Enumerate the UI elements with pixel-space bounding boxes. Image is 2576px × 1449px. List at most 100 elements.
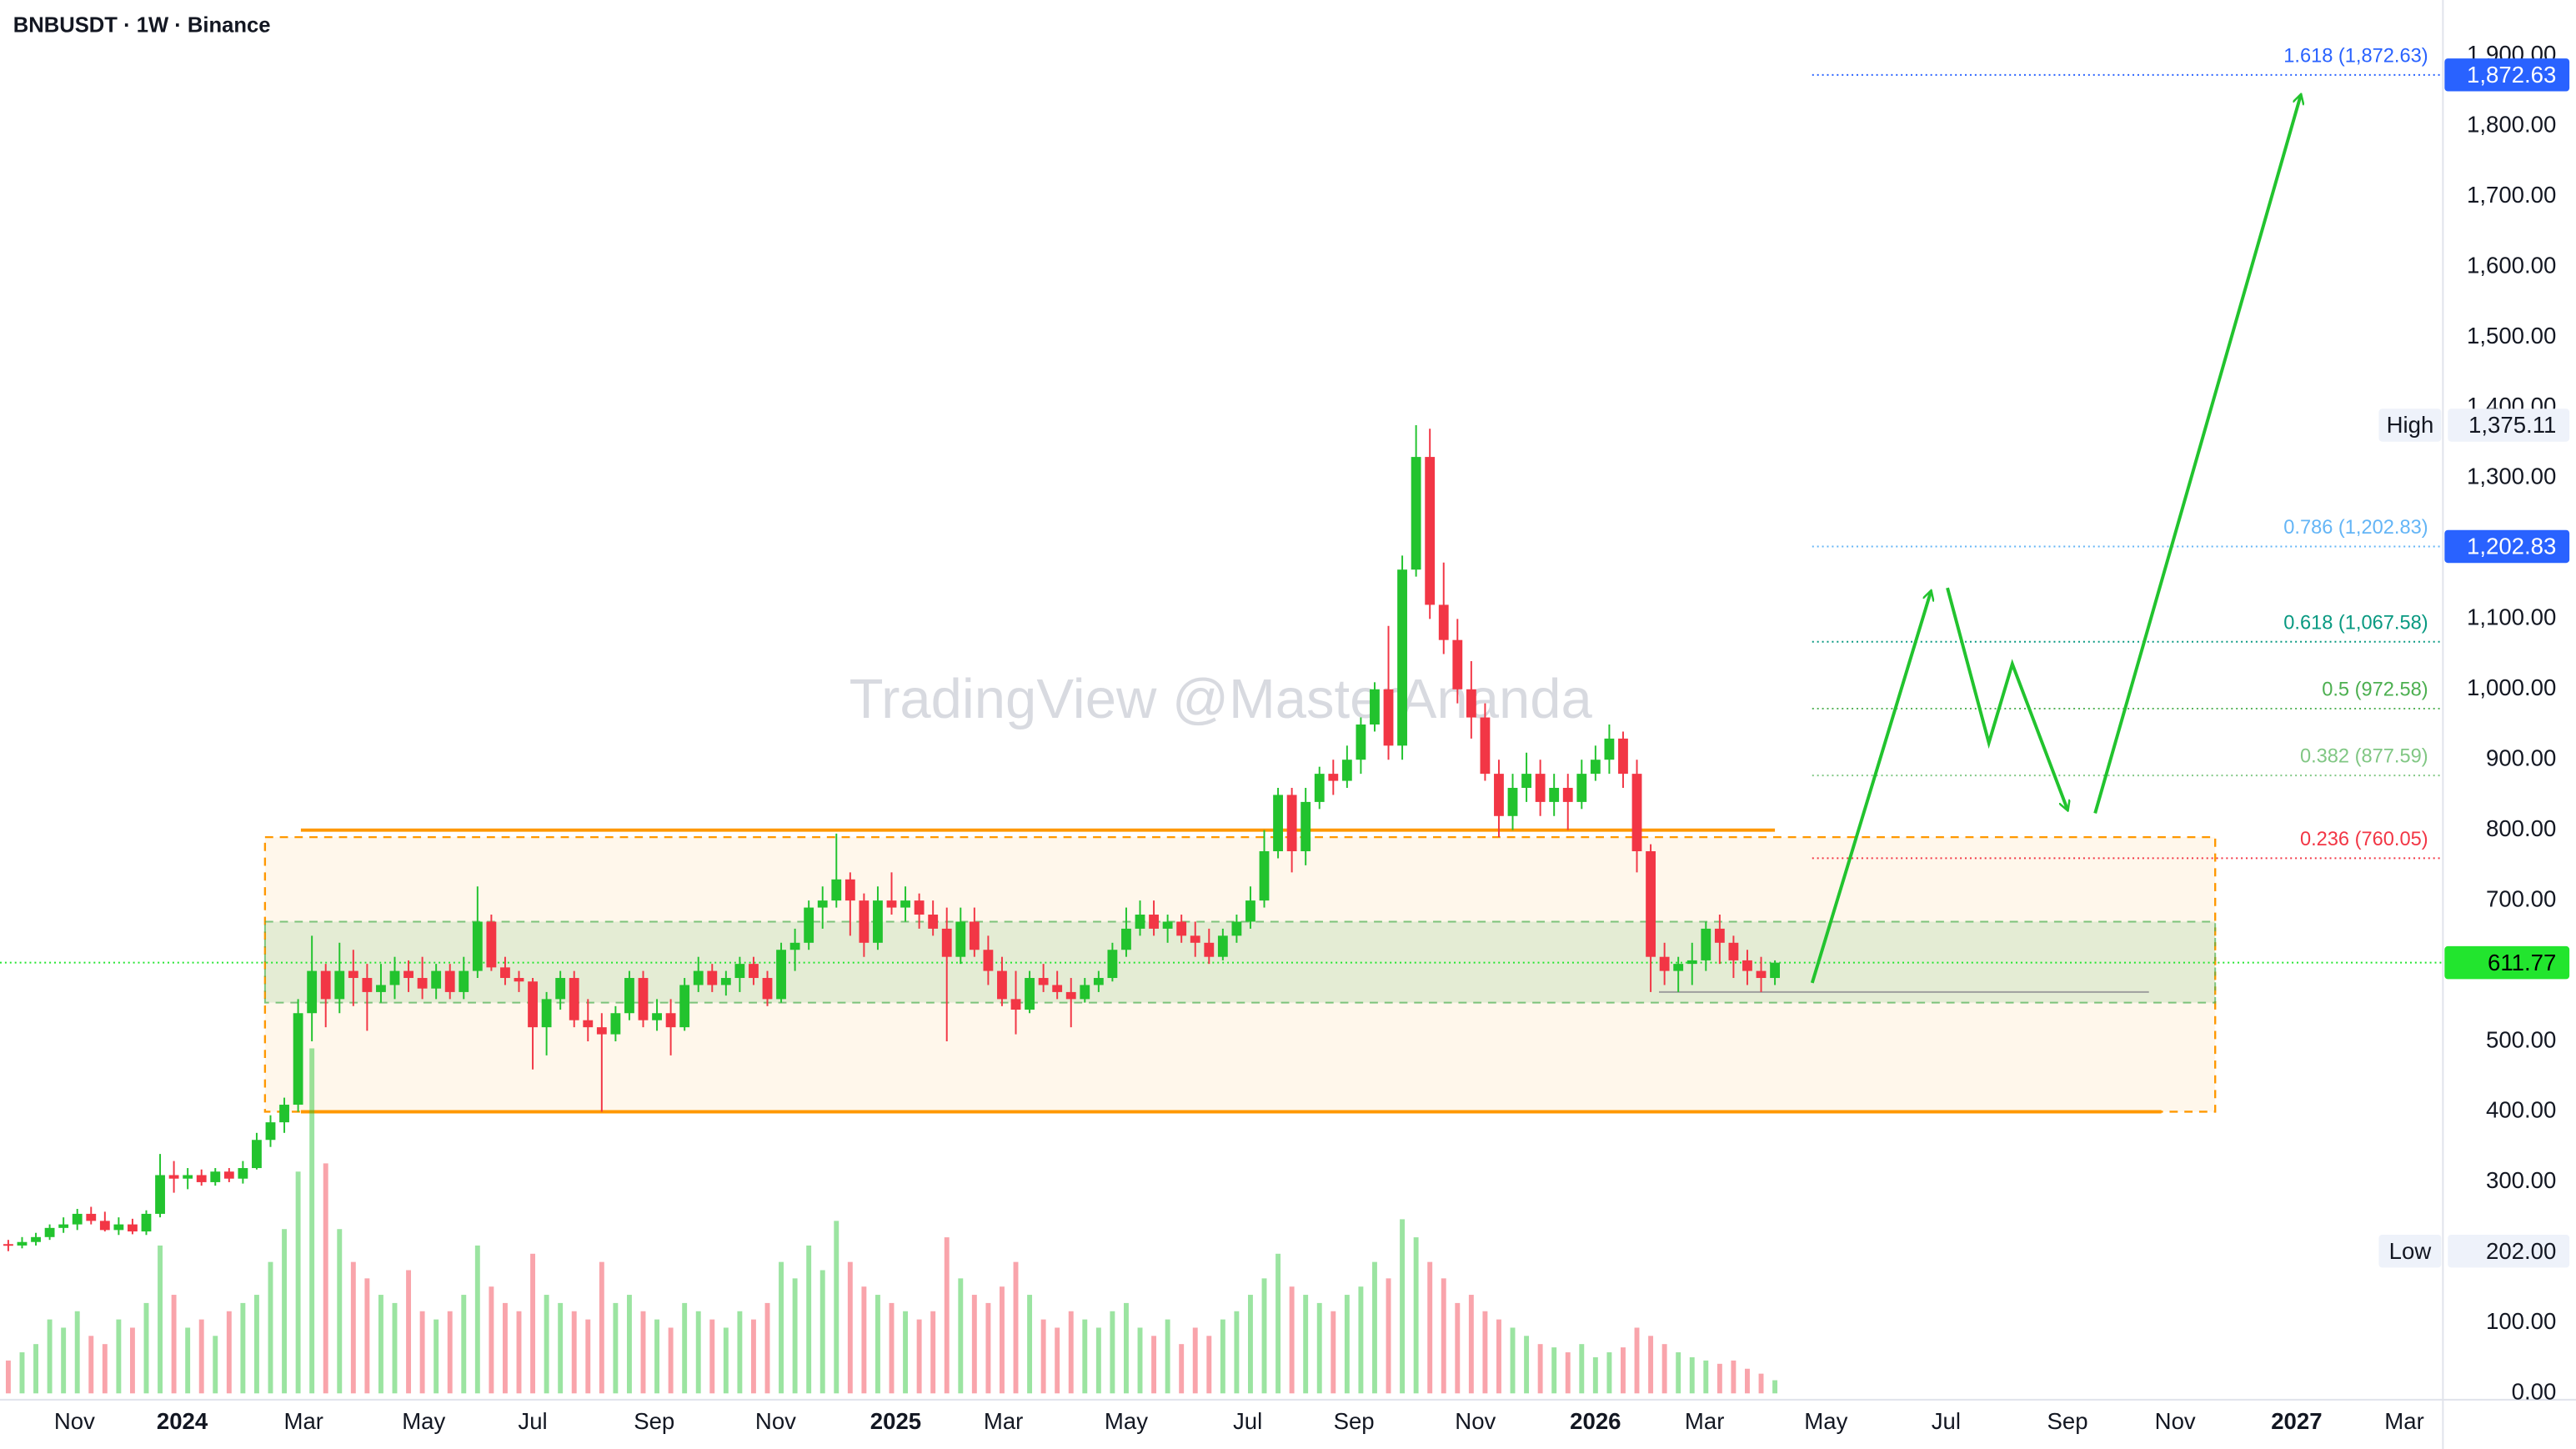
volume-bar [889, 1302, 895, 1394]
candle-body [1686, 960, 1697, 965]
candle-body [1438, 604, 1449, 640]
candle-body [1494, 774, 1504, 816]
candle-body [320, 970, 331, 1000]
volume-bar [88, 1336, 94, 1394]
candle-body [886, 900, 897, 908]
volume-bar [930, 1311, 936, 1394]
volume-bar [958, 1278, 964, 1394]
volume-bar [33, 1344, 39, 1394]
volume-bar [971, 1295, 977, 1394]
candle-body [789, 942, 800, 950]
volume-bar [1482, 1311, 1488, 1394]
x-tick-label: Nov [54, 1408, 95, 1434]
x-tick-label: Jul [518, 1408, 547, 1434]
candle-body [3, 1244, 13, 1246]
volume-bar [695, 1311, 701, 1394]
x-tick-label: 2025 [870, 1408, 921, 1434]
candle-body [17, 1241, 28, 1246]
candle-body [1370, 689, 1380, 724]
candle-body [844, 879, 855, 901]
volume-bar [779, 1261, 784, 1394]
candle-body [1149, 915, 1159, 929]
candle-body [693, 970, 704, 985]
volume-bar [1331, 1311, 1336, 1394]
volume-bar [143, 1302, 149, 1394]
candle-body [1631, 774, 1642, 852]
volume-bar [1068, 1311, 1074, 1394]
volume-bar [240, 1302, 246, 1394]
candle-body [1052, 985, 1063, 992]
candle-body [293, 1013, 303, 1106]
volume-bar [626, 1295, 632, 1394]
candle-body [1080, 985, 1090, 1000]
candle-body [1314, 774, 1325, 802]
price-tag-label: 611.77 [2488, 950, 2556, 975]
x-tick-label: Mar [984, 1408, 1024, 1434]
candle-body [1507, 788, 1518, 816]
volume-bar [253, 1295, 259, 1394]
candle-body [362, 978, 373, 992]
volume-bar [806, 1245, 812, 1394]
candle-body [1466, 689, 1476, 718]
candle-body [900, 900, 910, 908]
candle-body [1383, 689, 1394, 746]
extreme-tag [2448, 1234, 2570, 1268]
volume-bar [819, 1270, 825, 1394]
x-tick-label: May [1105, 1408, 1148, 1434]
y-tick-label: 1,600.00 [2467, 252, 2556, 278]
volume-bar [599, 1261, 604, 1394]
volume-bar [434, 1319, 439, 1394]
candle-body [31, 1236, 41, 1242]
volume-bar [530, 1253, 536, 1394]
volume-bar [999, 1286, 1005, 1394]
candle-body [1328, 774, 1339, 781]
price-tag [2444, 945, 2570, 980]
x-tick-label: Mar [2384, 1408, 2424, 1434]
volume-bar [1123, 1302, 1129, 1394]
price-tag [2444, 529, 2570, 564]
volume-bar [1344, 1295, 1350, 1394]
candle-body [1301, 801, 1311, 852]
candle-body [1604, 738, 1615, 760]
volume-bar [226, 1311, 232, 1394]
candle-body [514, 978, 524, 982]
volume-bar [337, 1229, 343, 1394]
candle-body [624, 978, 634, 1014]
candle-body [155, 1175, 165, 1214]
fib-label: 0.236 (760.05) [2300, 829, 2428, 850]
candle-body [1397, 569, 1407, 746]
volume-bar [1234, 1311, 1240, 1394]
volume-bar [834, 1221, 839, 1394]
candle-body [265, 1122, 276, 1141]
volume-bar [1592, 1356, 1598, 1394]
volume-bar [419, 1311, 425, 1394]
price-tag [2444, 58, 2570, 92]
volume-bar [1358, 1286, 1364, 1394]
zone [263, 835, 2217, 1113]
volume-bar [213, 1336, 218, 1394]
volume-bar [1303, 1295, 1309, 1394]
candle-body [831, 879, 842, 901]
x-tick-label: May [402, 1408, 445, 1434]
volume-bar [129, 1327, 135, 1394]
candle-body [983, 950, 994, 971]
volume-bar [1400, 1219, 1406, 1394]
volume-bar [1579, 1344, 1585, 1394]
volume-bar [1151, 1336, 1157, 1394]
extreme-label: 202.00 [2486, 1238, 2556, 1264]
volume-bar [158, 1245, 163, 1394]
volume-bar [944, 1237, 950, 1394]
candle-body [417, 978, 428, 989]
projection-arrow [2093, 95, 2301, 814]
symbol-title[interactable]: BNBUSDT · 1W · Binance [13, 13, 271, 37]
candle-body [1714, 928, 1725, 943]
volume-bar [1386, 1278, 1391, 1394]
candle-body [1231, 921, 1242, 936]
volume-bar [903, 1311, 909, 1394]
candle-body [334, 970, 345, 1000]
volume-bar [558, 1302, 564, 1394]
candle-body [196, 1175, 207, 1182]
volume-bar [875, 1295, 880, 1394]
volume-bar [309, 1048, 315, 1394]
volume-bar [516, 1311, 522, 1394]
